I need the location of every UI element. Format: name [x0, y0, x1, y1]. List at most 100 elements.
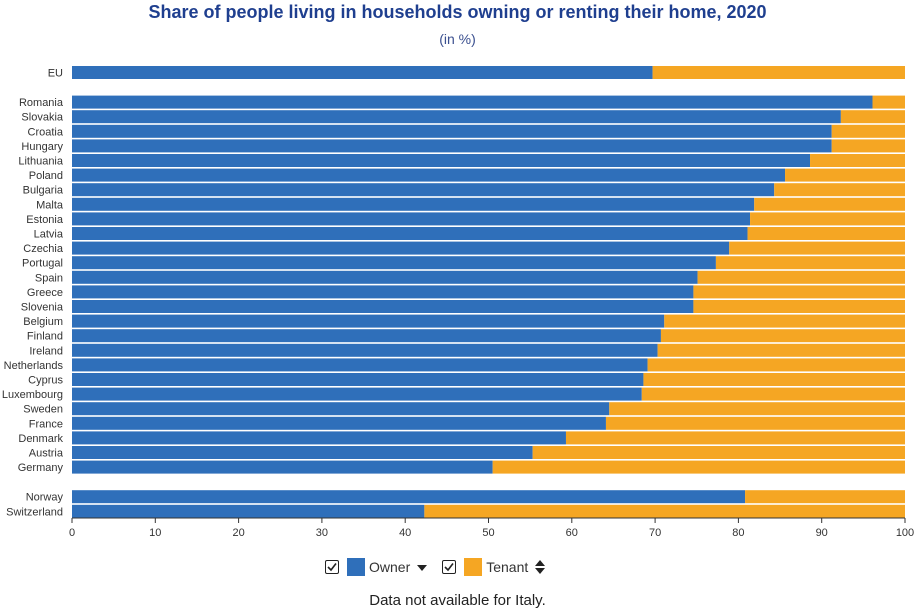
- bar-tenant-poland: [785, 168, 905, 182]
- category-label: Belgium: [23, 316, 63, 328]
- bar-owner-germany: [72, 460, 493, 474]
- category-label: Finland: [27, 331, 63, 343]
- x-tick-label: 50: [482, 527, 494, 539]
- category-label: Luxembourg: [2, 389, 63, 401]
- x-tick-label: 80: [732, 527, 744, 539]
- category-label: Lithuania: [18, 156, 64, 168]
- sort-descending-icon[interactable]: [416, 562, 428, 572]
- owner-checkbox[interactable]: [325, 560, 339, 574]
- bar-tenant-czechia: [729, 241, 905, 255]
- bar-owner-denmark: [72, 431, 566, 445]
- bar-owner-france: [72, 416, 606, 430]
- x-tick-label: 20: [232, 527, 244, 539]
- bar-tenant-belgium: [664, 314, 905, 328]
- checkmark-icon: [444, 563, 454, 572]
- bar-owner-romania: [72, 95, 873, 109]
- bar-owner-malta: [72, 197, 755, 211]
- bar-owner-latvia: [72, 227, 748, 240]
- x-tick-label: 10: [149, 527, 161, 539]
- bar-tenant-ireland: [657, 343, 905, 357]
- category-label: Switzerland: [6, 506, 63, 518]
- category-label: Cyprus: [28, 375, 63, 387]
- bar-tenant-finland: [660, 329, 905, 343]
- x-tick-label: 0: [69, 527, 75, 539]
- bar-tenant-sweden: [609, 402, 905, 416]
- category-label: Netherlands: [4, 360, 64, 372]
- tenant-checkbox[interactable]: [442, 560, 457, 574]
- chart-subtitle: (in %): [439, 31, 476, 47]
- legend-item-owner[interactable]: Owner: [325, 558, 428, 576]
- x-tick-label: 90: [816, 527, 828, 539]
- bar-owner-sweden: [72, 402, 610, 416]
- legend-item-tenant[interactable]: Tenant: [442, 558, 546, 576]
- bar-tenant-luxembourg: [641, 387, 905, 401]
- bar-owner-poland: [72, 168, 786, 182]
- tenant-label: Tenant: [486, 559, 529, 575]
- bar-owner-bulgaria: [72, 183, 775, 197]
- bar-owner-slovenia: [72, 300, 694, 313]
- category-label: Malta: [36, 199, 64, 211]
- bar-owner-finland: [72, 329, 661, 343]
- bar-tenant-hungary: [831, 139, 905, 153]
- bar-tenant-croatia: [831, 124, 905, 138]
- owner-swatch: [347, 558, 365, 576]
- category-label: Romania: [19, 97, 64, 109]
- category-label: Latvia: [34, 229, 64, 241]
- bar-owner-eu: [72, 66, 653, 79]
- x-tick-label: 70: [649, 527, 661, 539]
- category-label: Norway: [26, 492, 64, 504]
- bar-owner-hungary: [72, 139, 832, 153]
- stacked-bar-chart: EU Romania Slovakia Croatia Hungary Lithuania…: [2, 66, 914, 539]
- x-tick-label: 100: [896, 527, 914, 539]
- bar-owner-slovakia: [72, 110, 841, 124]
- bar-tenant-france: [605, 416, 905, 430]
- bar-tenant-switzerland: [424, 504, 905, 518]
- bar-tenant-malta: [754, 197, 905, 211]
- sort-both-icon[interactable]: [534, 559, 546, 575]
- bar-tenant-netherlands: [647, 358, 905, 372]
- bar-tenant-slovakia: [840, 110, 905, 124]
- bar-tenant-latvia: [747, 227, 905, 240]
- bar-owner-lithuania: [72, 154, 811, 167]
- bar-owner-netherlands: [72, 358, 648, 372]
- category-label: Ireland: [29, 345, 63, 357]
- chart-title: Share of people living in households own…: [148, 2, 767, 22]
- category-label: Croatia: [28, 126, 64, 138]
- footnote: Data not available for Italy.: [369, 592, 546, 609]
- category-label: Portugal: [22, 258, 63, 270]
- bar-owner-austria: [72, 446, 533, 459]
- bar-tenant-austria: [532, 446, 905, 459]
- bar-owner-cyprus: [72, 373, 644, 386]
- category-label: Sweden: [23, 404, 63, 416]
- category-label: Austria: [29, 448, 64, 460]
- bar-owner-luxembourg: [72, 387, 642, 401]
- bar-owner-ireland: [72, 343, 658, 357]
- checkmark-icon: [327, 563, 337, 572]
- bar-tenant-denmark: [565, 431, 905, 445]
- category-label: Denmark: [18, 433, 63, 445]
- bar-tenant-spain: [697, 270, 905, 284]
- owner-label: Owner: [369, 559, 411, 575]
- category-label: Slovakia: [21, 112, 63, 124]
- bar-tenant-romania: [872, 95, 905, 109]
- bar-tenant-germany: [492, 460, 905, 474]
- bar-owner-spain: [72, 270, 698, 284]
- bar-owner-belgium: [72, 314, 665, 328]
- bar-tenant-greece: [693, 285, 905, 299]
- x-tick-label: 60: [566, 527, 578, 539]
- tenant-swatch: [464, 558, 483, 576]
- bar-tenant-lithuania: [810, 154, 905, 167]
- bar-owner-portugal: [72, 256, 716, 270]
- bar-tenant-slovenia: [693, 300, 905, 313]
- category-label: Czechia: [23, 243, 64, 255]
- legend: Owner Tenant: [325, 556, 560, 578]
- category-label: Slovenia: [21, 302, 64, 314]
- category-label: Spain: [35, 272, 63, 284]
- bar-owner-czechia: [72, 241, 730, 255]
- bar-tenant-eu: [652, 66, 905, 79]
- bar-owner-greece: [72, 285, 694, 299]
- bar-owner-switzerland: [72, 504, 425, 518]
- x-tick-label: 30: [316, 527, 328, 539]
- bar-owner-croatia: [72, 124, 832, 138]
- bar-owner-estonia: [72, 212, 751, 226]
